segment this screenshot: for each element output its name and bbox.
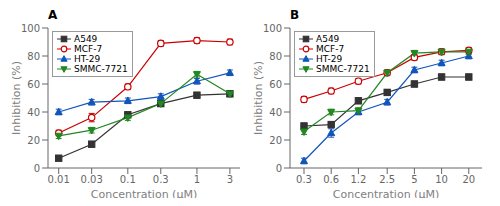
svg-text:1: 1	[194, 174, 200, 185]
svg-text:0.1: 0.1	[120, 174, 136, 185]
svg-text:0.6: 0.6	[323, 174, 339, 185]
html-text:A549: A549	[316, 34, 340, 44]
svg-text:5: 5	[411, 174, 417, 185]
svg-text:20: 20	[27, 135, 40, 146]
html-text:SMMC-7721: SMMC-7721	[74, 64, 128, 74]
svg-text:80: 80	[27, 51, 40, 62]
svg-text:Concentration (μM): Concentration (μM)	[91, 188, 197, 198]
svg-text:0.3: 0.3	[153, 174, 169, 185]
svg-text:2.5: 2.5	[379, 174, 395, 185]
svg-text:100: 100	[263, 23, 282, 34]
svg-text:40: 40	[269, 107, 282, 118]
svg-text:20: 20	[462, 174, 475, 185]
svg-text:Inhibition (%): Inhibition (%)	[10, 61, 23, 135]
html-text:A549: A549	[74, 34, 98, 44]
svg-text:80: 80	[269, 51, 282, 62]
svg-text:Inhibition (%): Inhibition (%)	[252, 61, 265, 135]
svg-text:60: 60	[269, 79, 282, 90]
svg-text:60: 60	[27, 79, 40, 90]
svg-text:40: 40	[27, 107, 40, 118]
html-text:SMMC-7721: SMMC-7721	[316, 64, 370, 74]
html-text:B: B	[290, 8, 300, 22]
html-text:A: A	[48, 8, 58, 22]
svg-text:20: 20	[269, 135, 282, 146]
svg-text:10: 10	[435, 174, 448, 185]
svg-text:0.03: 0.03	[81, 174, 103, 185]
html-text:HT-29: HT-29	[74, 54, 101, 64]
html-text:MCF-7: MCF-7	[74, 44, 103, 54]
svg-text:0.3: 0.3	[296, 174, 312, 185]
svg-text:3: 3	[227, 174, 233, 185]
svg-text:0: 0	[276, 163, 282, 174]
svg-text:0.01: 0.01	[48, 174, 70, 185]
html-text:HT-29: HT-29	[316, 54, 343, 64]
html-text:MCF-7: MCF-7	[316, 44, 345, 54]
svg-text:0: 0	[34, 163, 40, 174]
svg-text:100: 100	[21, 23, 40, 34]
svg-text:1.2: 1.2	[350, 174, 366, 185]
svg-text:Concentration (μM): Concentration (μM)	[333, 188, 439, 198]
